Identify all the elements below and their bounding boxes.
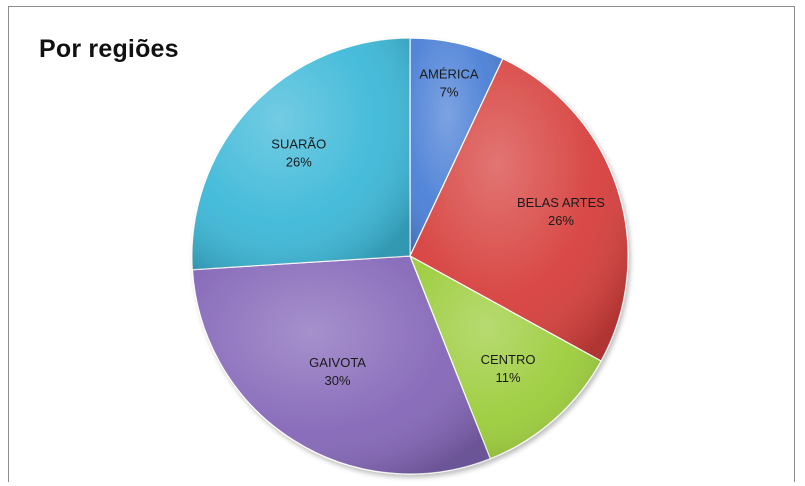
- slice-percent-label-centro: 11%: [496, 370, 521, 385]
- slice-name-label-suarao: SUARÃO: [271, 137, 326, 152]
- slice-percent-label-suarao: 26%: [286, 155, 312, 170]
- slice-name-label-gaivota: GAIVOTA: [309, 355, 366, 370]
- slice-name-label-belas-artes: BELAS ARTES: [517, 195, 605, 210]
- chart-title: Por regiões: [39, 35, 179, 63]
- slice-percent-label-america: 7%: [440, 85, 459, 100]
- slice-percent-label-gaivota: 30%: [325, 373, 351, 388]
- slice-name-label-centro: CENTRO: [481, 352, 536, 367]
- slice-percent-label-belas-artes: 26%: [548, 213, 574, 228]
- slice-name-label-america: AMÉRICA: [419, 67, 479, 82]
